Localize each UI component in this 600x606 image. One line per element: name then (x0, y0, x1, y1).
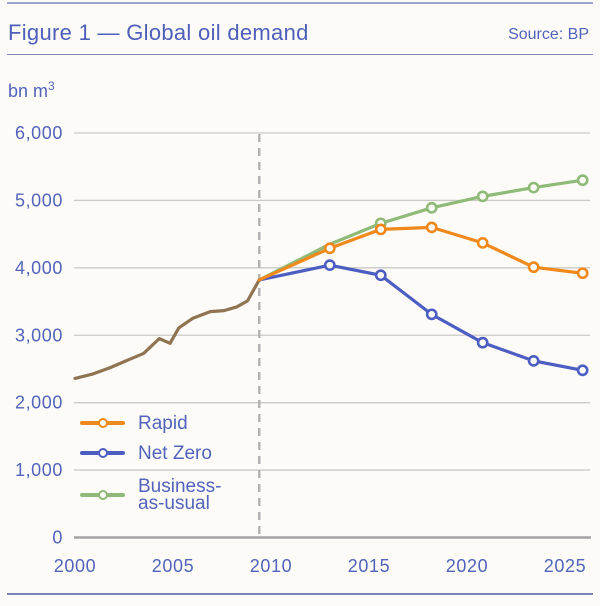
y-tick-label-2000: 2,000 (15, 393, 63, 413)
business-as-usual-line-swatch-icon (80, 489, 125, 500)
series-marker-net-zero (576, 364, 589, 377)
net-zero-line-swatch-icon (80, 448, 125, 458)
series-marker-net-zero (476, 336, 489, 349)
series-marker-business-as-usual (425, 201, 438, 214)
legend-label-net-zero: Net Zero (138, 442, 212, 464)
series-marker-net-zero (425, 308, 438, 321)
legend-item-net-zero: Net Zero (80, 441, 212, 465)
series-line-net-zero (257, 263, 585, 372)
business-as-usual-marker-icon (97, 489, 108, 500)
series-marker-rapid (425, 221, 438, 234)
x-tick-label-2005: 2005 (152, 556, 194, 576)
series-marker-business-as-usual (476, 190, 489, 203)
rapid-marker-icon (97, 418, 108, 428)
series-marker-rapid (323, 242, 336, 255)
bottom-rule (7, 593, 593, 595)
top-rule (7, 2, 593, 4)
x-tick-label-2010: 2010 (250, 556, 292, 576)
unit-text: bn m (8, 81, 49, 101)
legend-label-rapid: Rapid (138, 412, 188, 434)
series-marker-rapid (527, 261, 540, 274)
rapid-line-swatch-icon (80, 418, 125, 428)
y-tick-label-4000: 4,000 (15, 258, 63, 278)
y-tick-label-3000: 3,000 (15, 325, 63, 345)
y-tick-label-1000: 1,000 (15, 460, 63, 480)
series-marker-rapid (476, 236, 489, 249)
x-tick-label-2020: 2020 (446, 556, 488, 576)
series-marker-business-as-usual (576, 174, 589, 187)
legend-label-business-as-usual: Business- as-usual (138, 475, 222, 514)
series-marker-rapid (576, 267, 589, 280)
x-tick-label-2015: 2015 (348, 556, 390, 576)
y-tick-label-6000: 6,000 (15, 123, 63, 143)
series-marker-business-as-usual (527, 181, 540, 194)
legend-label-line1: Business- (138, 475, 222, 497)
series-marker-rapid (374, 223, 387, 236)
y-tick-label-5000: 5,000 (15, 190, 63, 210)
figure-title: Figure 1 — Global oil demand (8, 20, 309, 45)
series-marker-net-zero (527, 354, 540, 367)
y-axis-unit-label: bn m3 (8, 79, 55, 102)
legend-label-line2: as-usual (138, 492, 210, 514)
series-marker-net-zero (323, 259, 336, 272)
series-marker-net-zero (374, 269, 387, 282)
y-tick-label-0: 0 (52, 528, 63, 548)
unit-superscript: 3 (48, 79, 55, 93)
figure-source: Source: BP (508, 26, 589, 43)
net-zero-marker-icon (97, 448, 108, 458)
header-divider-rule (7, 54, 593, 55)
x-tick-label-2000: 2000 (54, 556, 96, 576)
legend-item-rapid: Rapid (80, 411, 188, 435)
series-line-history (73, 278, 261, 380)
x-tick-label-2025: 2025 (544, 556, 586, 576)
legend-item-business-as-usual: Business- as-usual (80, 475, 222, 514)
